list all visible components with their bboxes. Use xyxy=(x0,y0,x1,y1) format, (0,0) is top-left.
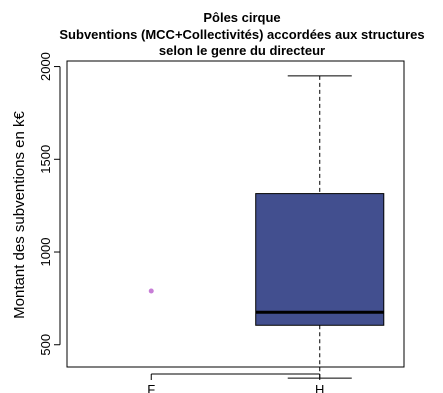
y-tick-label: 1500 xyxy=(38,145,53,174)
chart-title-line-2: Subventions (MCC+Collectivités) accordée… xyxy=(59,27,424,42)
y-tick-label: 2000 xyxy=(38,52,53,81)
y-axis-label: Montant des subventions en k€ xyxy=(11,111,28,319)
chart-title-line-1: Pôles cirque xyxy=(203,10,280,25)
plot-frame xyxy=(66,60,405,368)
y-tick-label: 1000 xyxy=(38,238,53,267)
chart-title-line-3: selon le genre du directeur xyxy=(159,43,325,58)
y-axis: 500 1000 1500 2000 xyxy=(38,52,61,356)
y-tick-label: 500 xyxy=(38,334,53,356)
box-H xyxy=(255,193,385,326)
x-tick-label: H xyxy=(315,382,324,393)
x-tick-label: F xyxy=(147,382,155,393)
data-point-F xyxy=(148,288,154,294)
chart-marks xyxy=(148,75,385,379)
